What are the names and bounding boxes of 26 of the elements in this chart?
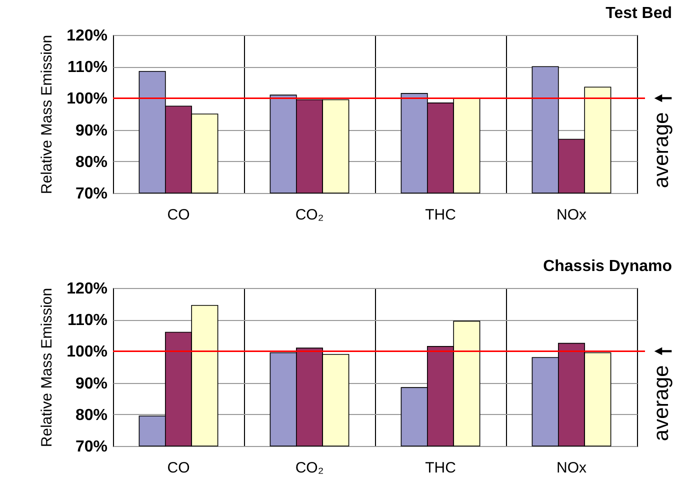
y-tick-label: 90% [75, 375, 108, 392]
y-tick-label: 100% [66, 344, 108, 361]
x-tick-label: THC [425, 206, 456, 224]
x-tick-label: THC [425, 460, 456, 476]
y-tick-label: 110% [67, 312, 108, 330]
y-tick-label: 110% [67, 59, 108, 76]
y-tick-label: 120% [66, 280, 108, 298]
x-tick-label: CO₂ [295, 460, 324, 476]
y-tick-label: 120% [66, 28, 108, 44]
ref-line-label: average [650, 112, 673, 188]
y-tick-label: 80% [75, 406, 108, 424]
x-tick-label: CO [167, 460, 190, 476]
y-tick-label: 90% [75, 122, 108, 140]
y-tick-label: 70% [75, 186, 108, 202]
y-tick-label: 70% [75, 438, 108, 456]
ref-line-label: average [650, 365, 673, 442]
chart-title: Test Bed [606, 5, 672, 22]
x-tick-label: CO₂ [295, 206, 324, 224]
x-tick-label: NOx [556, 206, 587, 224]
y-tick-label: 100% [66, 90, 108, 108]
y-axis-title: Relative Mass Emission [38, 34, 56, 194]
y-axis-title: Relative Mass Emission [38, 288, 56, 448]
x-tick-label: NOx [556, 460, 587, 476]
x-tick-label: CO [167, 206, 190, 224]
y-tick-label: 80% [75, 154, 108, 171]
chart-title: Chassis Dynamo [543, 258, 672, 275]
